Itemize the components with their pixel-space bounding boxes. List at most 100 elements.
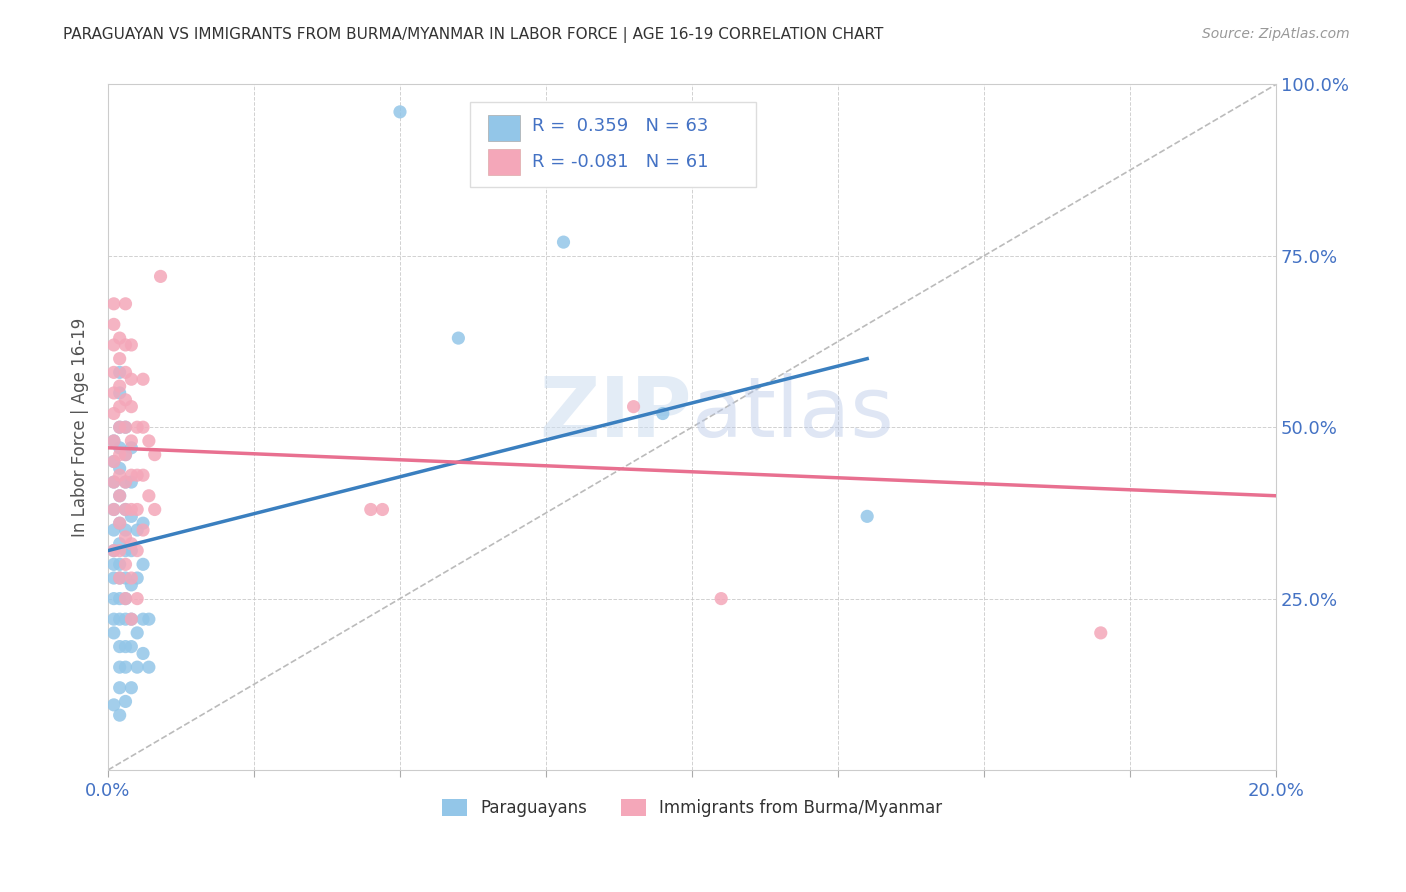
Point bbox=[149, 269, 172, 284]
Point bbox=[108, 448, 131, 462]
Bar bbox=[488, 149, 520, 175]
Point bbox=[388, 104, 411, 119]
Point bbox=[114, 338, 136, 352]
Point bbox=[447, 331, 470, 345]
Point bbox=[120, 434, 142, 448]
Point bbox=[360, 502, 382, 516]
Point bbox=[114, 502, 136, 516]
Point bbox=[103, 502, 125, 516]
Point bbox=[108, 571, 131, 585]
Point bbox=[108, 441, 131, 455]
Point bbox=[103, 454, 125, 468]
Point bbox=[108, 612, 131, 626]
Point bbox=[132, 558, 155, 572]
Point bbox=[108, 660, 131, 674]
Point bbox=[108, 420, 131, 434]
Point bbox=[553, 235, 575, 249]
Point bbox=[108, 379, 131, 393]
Point bbox=[138, 489, 160, 503]
Point bbox=[132, 468, 155, 483]
Point bbox=[120, 468, 142, 483]
Point bbox=[103, 523, 125, 537]
Point bbox=[138, 660, 160, 674]
Point bbox=[108, 537, 131, 551]
Point bbox=[120, 537, 142, 551]
Text: R = -0.081   N = 61: R = -0.081 N = 61 bbox=[531, 153, 709, 171]
Point bbox=[108, 351, 131, 366]
Point bbox=[114, 448, 136, 462]
Point bbox=[120, 681, 142, 695]
Point bbox=[103, 502, 125, 516]
Point bbox=[856, 509, 879, 524]
Point bbox=[1090, 626, 1112, 640]
Point bbox=[127, 571, 149, 585]
Point bbox=[114, 502, 136, 516]
Point bbox=[103, 626, 125, 640]
Point bbox=[132, 420, 155, 434]
Point bbox=[132, 516, 155, 531]
Point bbox=[103, 297, 125, 311]
Point bbox=[120, 612, 142, 626]
Point bbox=[108, 386, 131, 401]
Point bbox=[108, 331, 131, 345]
Point bbox=[114, 365, 136, 379]
Point bbox=[103, 543, 125, 558]
Point bbox=[114, 530, 136, 544]
Point bbox=[114, 392, 136, 407]
Point bbox=[108, 543, 131, 558]
Point bbox=[114, 297, 136, 311]
Point bbox=[132, 372, 155, 386]
Text: Source: ZipAtlas.com: Source: ZipAtlas.com bbox=[1202, 27, 1350, 41]
Point bbox=[108, 489, 131, 503]
Point bbox=[132, 612, 155, 626]
Point bbox=[120, 338, 142, 352]
Point bbox=[114, 420, 136, 434]
Point bbox=[108, 400, 131, 414]
Point bbox=[138, 434, 160, 448]
Point bbox=[114, 694, 136, 708]
Point bbox=[103, 338, 125, 352]
Point bbox=[651, 407, 673, 421]
Point bbox=[143, 448, 166, 462]
Point bbox=[114, 558, 136, 572]
Point bbox=[108, 640, 131, 654]
Point bbox=[103, 475, 125, 489]
Point bbox=[103, 386, 125, 401]
Point bbox=[114, 543, 136, 558]
Point bbox=[114, 660, 136, 674]
Text: R =  0.359   N = 63: R = 0.359 N = 63 bbox=[531, 117, 709, 135]
Point bbox=[103, 434, 125, 448]
Point bbox=[623, 400, 645, 414]
Point bbox=[114, 571, 136, 585]
Point bbox=[114, 612, 136, 626]
Point bbox=[103, 612, 125, 626]
Point bbox=[120, 578, 142, 592]
Point bbox=[114, 475, 136, 489]
Point bbox=[138, 612, 160, 626]
Point bbox=[108, 681, 131, 695]
Point bbox=[108, 571, 131, 585]
Point bbox=[108, 461, 131, 475]
Point bbox=[127, 468, 149, 483]
Point bbox=[127, 660, 149, 674]
Text: atlas: atlas bbox=[692, 373, 894, 454]
Point bbox=[108, 489, 131, 503]
Point bbox=[103, 571, 125, 585]
Y-axis label: In Labor Force | Age 16-19: In Labor Force | Age 16-19 bbox=[72, 318, 89, 537]
Point bbox=[114, 475, 136, 489]
Point bbox=[114, 523, 136, 537]
Point bbox=[120, 543, 142, 558]
Point bbox=[108, 365, 131, 379]
Point bbox=[114, 420, 136, 434]
Point bbox=[127, 502, 149, 516]
Point bbox=[120, 502, 142, 516]
Point bbox=[710, 591, 733, 606]
Point bbox=[103, 407, 125, 421]
Point bbox=[103, 543, 125, 558]
Point bbox=[114, 640, 136, 654]
Point bbox=[108, 558, 131, 572]
Point bbox=[127, 523, 149, 537]
Point bbox=[108, 708, 131, 723]
Point bbox=[114, 591, 136, 606]
Point bbox=[108, 516, 131, 531]
